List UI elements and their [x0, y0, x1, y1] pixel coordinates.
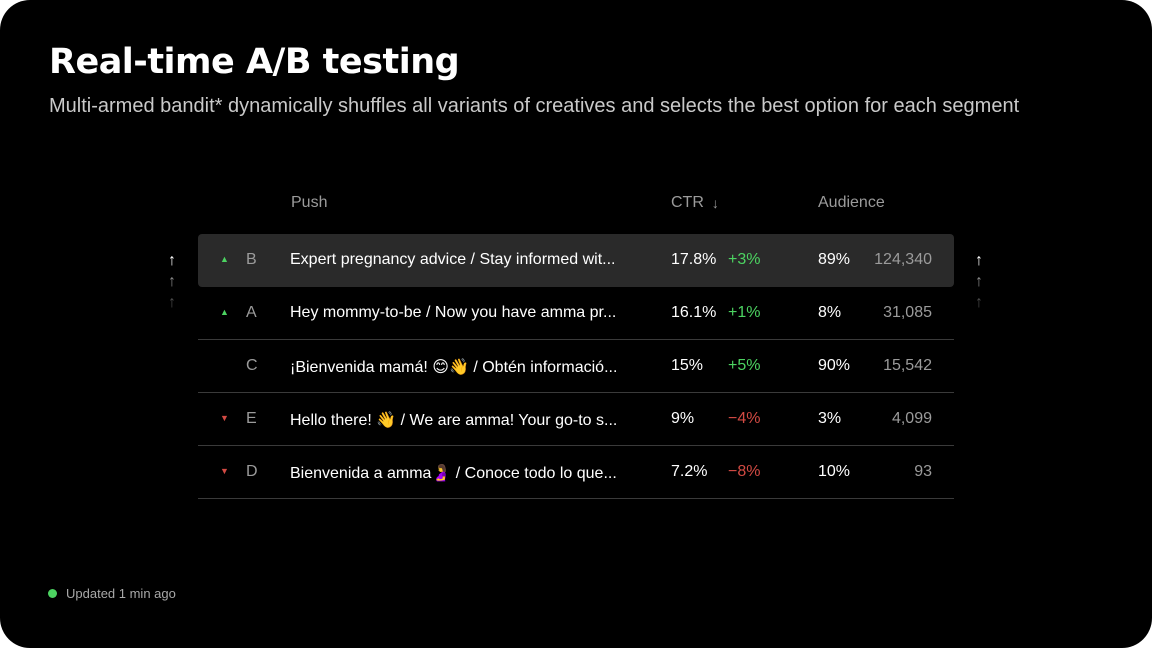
ctr-value: 7.2%: [671, 463, 708, 480]
audience-percent: 3%: [818, 410, 842, 427]
trend-down-icon: ▼: [220, 413, 229, 423]
arrow-up-icon: ↑: [975, 294, 983, 311]
variant-letter: A: [246, 304, 257, 321]
left-arrows: ↑ ↑ ↑: [164, 250, 180, 313]
push-text: ¡Bienvenida mamá! 😊👋 / Obtén informació.…: [290, 359, 618, 376]
column-header-ctr-label: CTR: [671, 194, 704, 211]
status-dot-icon: [48, 589, 57, 598]
right-arrows: ↑ ↑ ↑: [971, 250, 987, 313]
table-row[interactable]: C ¡Bienvenida mamá! 😊👋 / Obtén informaci…: [198, 340, 954, 393]
audience-percent: 89%: [818, 251, 851, 268]
push-text: Expert pregnancy advice / Stay informed …: [290, 251, 616, 268]
audience-count: 31,085: [883, 304, 932, 321]
arrow-up-icon: ↑: [168, 252, 176, 269]
audience-count: 15,542: [883, 357, 932, 374]
update-status: Updated 1 min ago: [48, 586, 176, 601]
ctr-delta: +5%: [728, 357, 761, 374]
variant-letter: D: [246, 463, 258, 480]
variant-letter: E: [246, 410, 257, 427]
audience-percent: 10%: [818, 463, 851, 480]
ctr-value: 9%: [671, 410, 695, 427]
variants-table: ▲ B Expert pregnancy advice / Stay infor…: [198, 234, 954, 499]
table-row[interactable]: ▼ D Bienvenida a amma🤰 / Conoce todo lo …: [198, 446, 954, 499]
arrow-up-icon: ↑: [168, 273, 176, 290]
table-header: Push CTR ↓ Audience: [198, 194, 954, 216]
ctr-value: 17.8%: [671, 251, 717, 268]
status-text: Updated 1 min ago: [66, 586, 176, 601]
trend-up-icon: ▲: [220, 254, 229, 264]
audience-count: 124,340: [874, 251, 932, 268]
column-header-audience[interactable]: Audience: [818, 194, 885, 211]
ctr-delta: +1%: [728, 304, 761, 321]
ctr-delta: −8%: [728, 463, 761, 480]
table-row[interactable]: ▲ A Hey mommy-to-be / Now you have amma …: [198, 287, 954, 340]
table-row[interactable]: ▲ B Expert pregnancy advice / Stay infor…: [198, 234, 954, 287]
variant-letter: C: [246, 357, 258, 374]
audience-percent: 8%: [818, 304, 842, 321]
arrow-up-icon: ↑: [975, 273, 983, 290]
arrow-up-icon: ↑: [975, 252, 983, 269]
ctr-value: 15%: [671, 357, 704, 374]
variant-letter: B: [246, 251, 257, 268]
audience-count: 93: [914, 463, 932, 480]
column-header-ctr[interactable]: CTR ↓: [671, 194, 719, 212]
ctr-value: 16.1%: [671, 304, 717, 321]
push-text: Bienvenida a amma🤰 / Conoce todo lo que.…: [290, 465, 617, 482]
push-text: Hey mommy-to-be / Now you have amma pr..…: [290, 304, 617, 321]
sort-down-icon[interactable]: ↓: [711, 195, 719, 211]
page-title: Real-time A/B testing: [49, 42, 460, 82]
push-text: Hello there! 👋 / We are amma! Your go-to…: [290, 412, 618, 429]
trend-down-icon: ▼: [220, 466, 229, 476]
audience-percent: 90%: [818, 357, 851, 374]
ctr-delta: −4%: [728, 410, 761, 427]
arrow-up-icon: ↑: [168, 294, 176, 311]
trend-up-icon: ▲: [220, 307, 229, 317]
page-subtitle: Multi-armed bandit* dynamically shuffles…: [49, 95, 1020, 117]
ctr-delta: +3%: [728, 251, 761, 268]
table-row[interactable]: ▼ E Hello there! 👋 / We are amma! Your g…: [198, 393, 954, 446]
audience-count: 4,099: [891, 410, 932, 427]
column-header-push[interactable]: Push: [291, 194, 328, 211]
